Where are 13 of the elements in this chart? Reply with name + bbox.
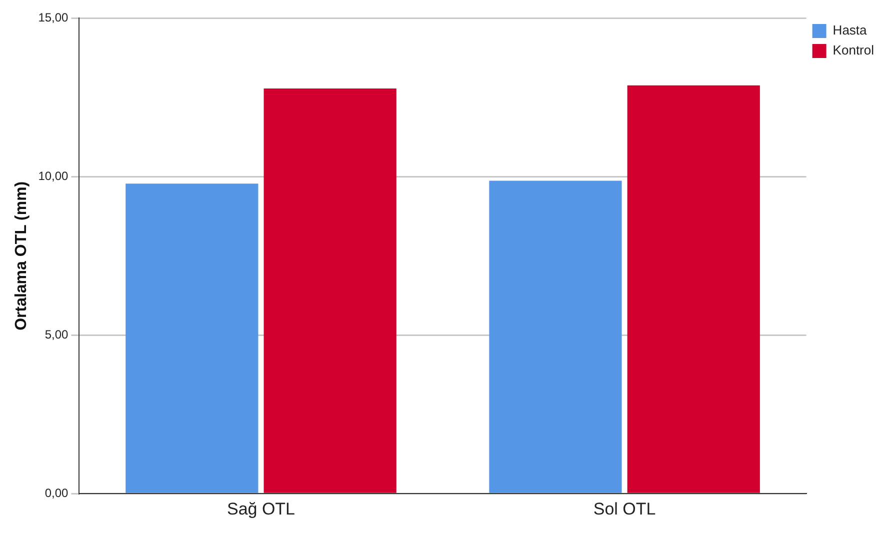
bar: [627, 85, 760, 493]
bar: [126, 184, 258, 493]
x-tick-label: Sol OTL: [593, 499, 656, 518]
y-axis-title: Ortalama OTL (mm): [13, 181, 30, 330]
x-tick-label: Sağ OTL: [226, 499, 296, 518]
y-tick-label: 15,00: [38, 10, 69, 25]
legend-label: Kontrol: [832, 42, 874, 58]
bar: [489, 180, 622, 493]
legend-label: Hasta: [832, 22, 868, 38]
y-tick-label: 0,00: [44, 486, 69, 500]
bar: [264, 88, 396, 493]
y-tick-label: 10,00: [38, 168, 69, 183]
y-tick-label: 5,00: [44, 327, 69, 342]
